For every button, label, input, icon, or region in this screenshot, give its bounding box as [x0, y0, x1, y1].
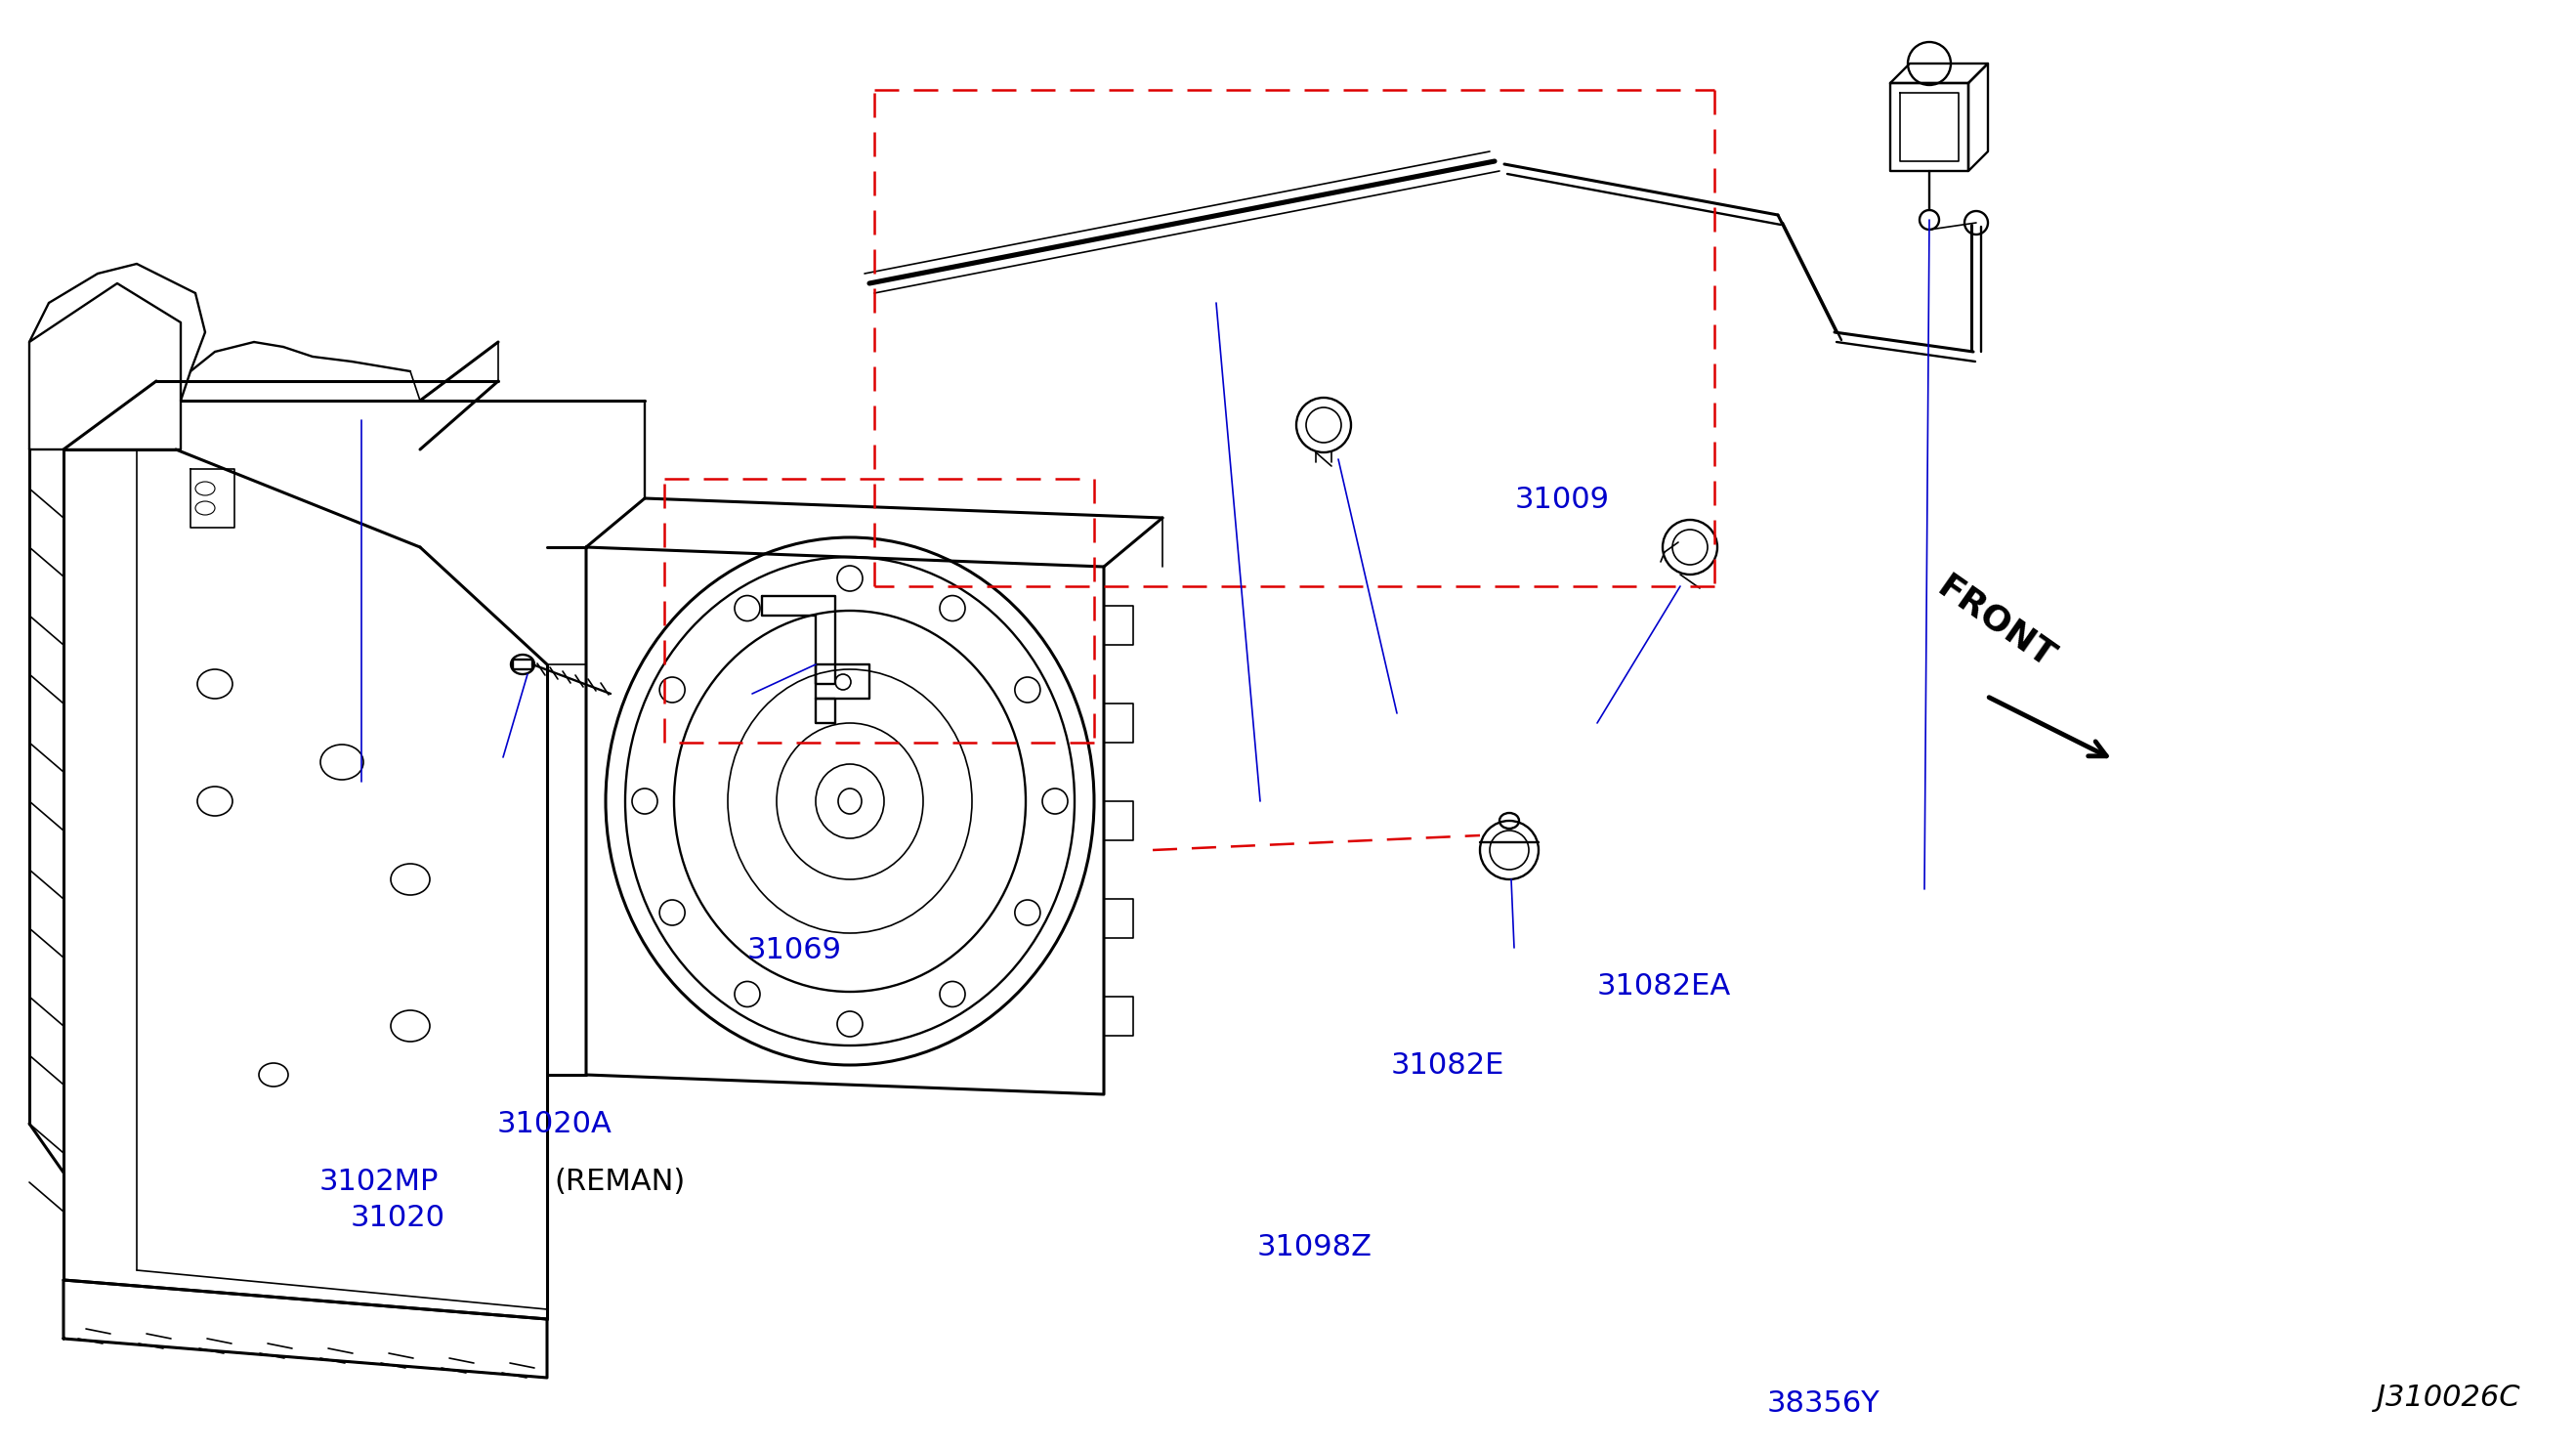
Text: 31009: 31009 — [1515, 486, 1610, 515]
Text: 31020: 31020 — [350, 1204, 446, 1232]
Text: J310026C: J310026C — [2378, 1383, 2519, 1412]
Text: 31098Z: 31098Z — [1257, 1232, 1373, 1262]
Text: 31069: 31069 — [747, 935, 842, 964]
Text: FRONT: FRONT — [1932, 570, 2061, 676]
Text: 31082EA: 31082EA — [1597, 972, 1731, 1000]
Text: 31082E: 31082E — [1391, 1051, 1504, 1080]
Text: 38356Y: 38356Y — [1767, 1389, 1880, 1418]
Text: (REMAN): (REMAN) — [554, 1167, 685, 1196]
Text: 31020A: 31020A — [497, 1109, 613, 1138]
Text: 3102MP: 3102MP — [319, 1167, 438, 1196]
